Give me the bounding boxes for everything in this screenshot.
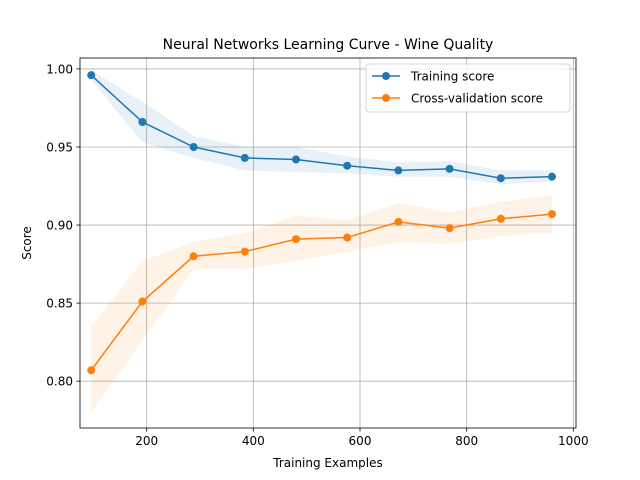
y-tick-label: 0.95 bbox=[46, 140, 73, 154]
x-tick-label: 800 bbox=[455, 434, 478, 448]
training-score-point bbox=[240, 153, 249, 162]
training-score-point bbox=[548, 172, 556, 181]
cross-validation-legend-label: Cross-validation score bbox=[411, 92, 543, 106]
cross-validation-score-point bbox=[548, 210, 556, 219]
y-axis-label: Score bbox=[20, 226, 34, 260]
x-axis-ticks: 200 400 600 800 1000 bbox=[135, 428, 589, 448]
cross-validation-score-point bbox=[138, 297, 147, 306]
x-axis-label: Training Examples bbox=[272, 456, 382, 470]
training-legend-label: Training score bbox=[410, 70, 494, 84]
training-score-point bbox=[394, 166, 403, 175]
series-lines bbox=[90, 74, 553, 371]
training-score-point bbox=[138, 118, 147, 127]
cross-validation-score-point bbox=[445, 224, 454, 233]
series-points bbox=[87, 71, 556, 375]
cross-validation-score-point bbox=[292, 235, 300, 244]
cross-validation-score-point bbox=[87, 366, 96, 375]
x-tick-label: 200 bbox=[135, 434, 158, 448]
y-tick-label: 0.80 bbox=[46, 375, 73, 389]
training-score-point bbox=[343, 161, 352, 170]
cross-validation-score-point bbox=[496, 214, 505, 223]
x-tick-label: 400 bbox=[242, 434, 265, 448]
legend-box bbox=[365, 63, 571, 113]
chart-title: Neural Networks Learning Curve - Wine Qu… bbox=[163, 37, 494, 53]
training-score-line bbox=[90, 74, 553, 179]
legend: Training score Cross-validation score bbox=[365, 63, 571, 113]
training-legend-marker bbox=[382, 72, 390, 80]
cross-validation-score-point bbox=[240, 247, 249, 256]
training-score-point bbox=[189, 142, 198, 151]
cross-validation-score-line bbox=[90, 213, 553, 371]
cross-validation-score-point bbox=[394, 217, 403, 226]
y-axis-ticks: 0.80 0.85 0.90 0.95 1.00 bbox=[46, 62, 80, 389]
training-score-point bbox=[87, 71, 96, 80]
plot-frame bbox=[79, 57, 577, 429]
cross-validation-score-point bbox=[343, 233, 352, 242]
cross-validation-legend-marker bbox=[382, 94, 390, 102]
y-tick-label: 0.90 bbox=[46, 219, 73, 233]
y-tick-label: 0.85 bbox=[46, 297, 73, 311]
cross-validation-score-point bbox=[189, 252, 198, 261]
y-tick-label: 1.00 bbox=[46, 62, 73, 76]
cross-validation-score-band bbox=[91, 195, 552, 413]
x-tick-label: 1000 bbox=[558, 434, 589, 448]
training-score-band bbox=[91, 70, 552, 185]
x-tick-label: 600 bbox=[349, 434, 372, 448]
training-score-point bbox=[292, 155, 300, 164]
training-score-point bbox=[445, 164, 454, 173]
training-score-point bbox=[496, 174, 505, 183]
confidence-bands bbox=[91, 70, 552, 413]
